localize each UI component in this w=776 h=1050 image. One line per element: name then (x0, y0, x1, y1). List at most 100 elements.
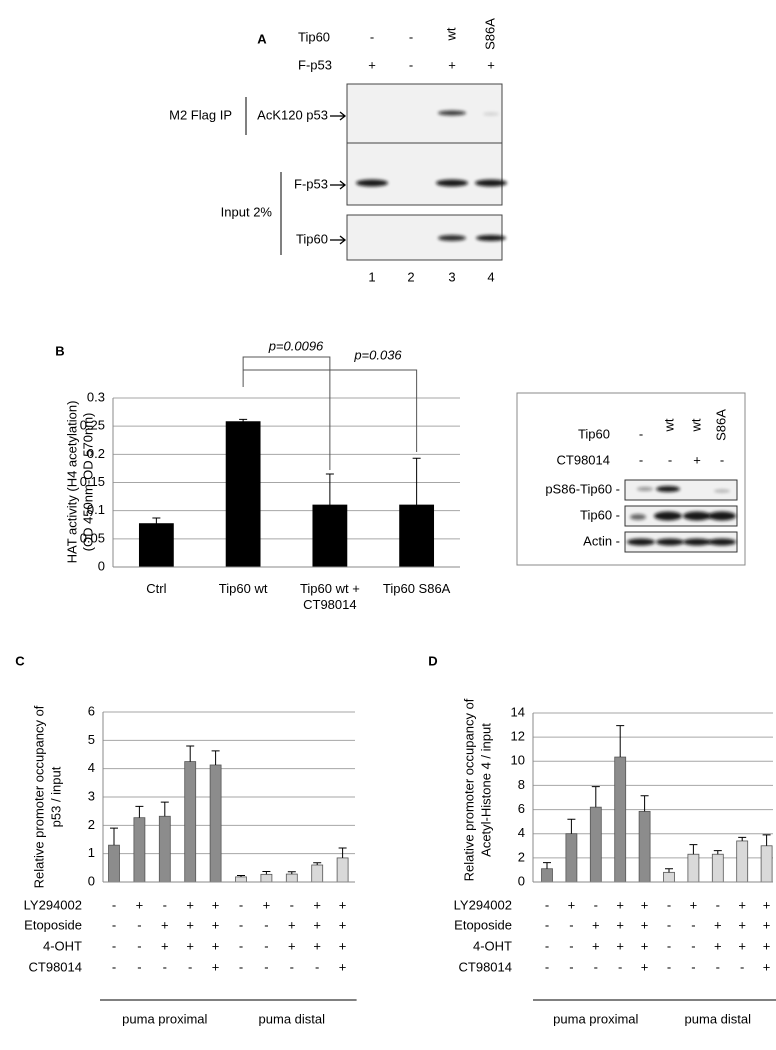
bar (285, 873, 298, 883)
y-tick-label: 10 (511, 753, 525, 768)
condition-mark: - (720, 452, 724, 467)
group-label: puma distal (685, 1011, 752, 1026)
blot-band (356, 179, 388, 187)
annotation: p=0.036 (353, 347, 402, 362)
condition-mark: - (137, 917, 141, 932)
condition-mark: - (716, 959, 720, 974)
bar (760, 845, 773, 883)
condition-mark: + (313, 897, 321, 912)
condition-mark: + (738, 897, 746, 912)
condition-label: Tip60 (578, 426, 610, 441)
error-bar (543, 862, 551, 869)
blot-band (683, 511, 711, 521)
condition-mark: + (448, 57, 456, 72)
y-tick-label: 0.05 (80, 530, 105, 545)
group-label: puma proximal (122, 1011, 207, 1026)
condition-mark: + (714, 917, 722, 932)
condition-mark: - (639, 426, 643, 441)
condition-mark: + (313, 938, 321, 953)
lane-number: 2 (407, 269, 414, 284)
error-bar (567, 818, 576, 834)
condition-mark: + (186, 938, 194, 953)
blot-band (438, 235, 466, 241)
condition-mark: - (163, 897, 167, 912)
condition-mark: - (639, 452, 643, 467)
x-tick-label: Tip60 S86A (382, 581, 451, 596)
condition-mark: + (568, 897, 576, 912)
group-label: puma proximal (553, 1011, 638, 1026)
blot-label: F-p53 (294, 176, 328, 191)
bar (209, 764, 222, 883)
blot-band (476, 235, 506, 241)
blot-strip (624, 479, 738, 501)
y-tick-label: 0 (88, 873, 95, 888)
x-tick-label: Ctrl (146, 581, 167, 596)
condition-mark: - (668, 452, 672, 467)
bar (235, 876, 247, 883)
y-tick-label: 4 (88, 760, 95, 775)
condition-mark: - (370, 29, 374, 44)
condition-mark: + (763, 897, 771, 912)
y-tick-label: 2 (518, 849, 525, 864)
condition-label: CT98014 (459, 959, 512, 974)
bar (158, 815, 171, 883)
y-tick-label: 0.25 (80, 418, 105, 433)
bar (711, 853, 724, 883)
error-bar (262, 871, 271, 875)
condition-mark: + (313, 917, 321, 932)
panel-label: A (257, 31, 267, 46)
condition-mark: + (592, 938, 600, 953)
y-axis-label: Acetyl-Histone 4 / input (478, 723, 493, 857)
condition-mark: - (667, 959, 671, 974)
condition-mark: - (716, 897, 720, 912)
condition-mark: + (714, 938, 722, 953)
condition-mark: - (569, 917, 573, 932)
condition-mark: + (487, 57, 495, 72)
condition-mark: + (161, 917, 169, 932)
condition-mark: - (667, 917, 671, 932)
condition-mark: - (112, 897, 116, 912)
lane-number: 1 (368, 269, 375, 284)
condition-mark: - (239, 959, 243, 974)
bar (614, 756, 627, 883)
condition-mark: - (569, 938, 573, 953)
bar (399, 504, 435, 568)
blot-label: AcK120 p53 (257, 107, 328, 122)
blot-band (436, 179, 468, 187)
bar (589, 806, 602, 883)
y-tick-label: 0.3 (87, 389, 105, 404)
y-tick-label: 0 (518, 873, 525, 888)
bar (138, 523, 174, 568)
y-axis-label: Relative promoter occupancy of (31, 705, 46, 888)
condition-mark: - (137, 959, 141, 974)
condition-mark: - (137, 938, 141, 953)
condition-mark: - (264, 938, 268, 953)
blot-band (475, 179, 507, 187)
condition-mark: - (740, 959, 744, 974)
condition-mark: - (112, 917, 116, 932)
condition-mark: - (691, 938, 695, 953)
blot-band (637, 487, 653, 491)
condition-mark: wt (688, 418, 703, 432)
arrow-head (339, 235, 347, 245)
bar (311, 864, 324, 883)
group-label: puma distal (259, 1011, 326, 1026)
condition-mark: - (545, 959, 549, 974)
blot-band (714, 489, 730, 493)
bar (565, 833, 578, 883)
condition-label: Etoposide (454, 917, 512, 932)
error-bar (762, 834, 771, 846)
condition-mark: + (592, 917, 600, 932)
error-bar (665, 868, 673, 873)
condition-label: F-p53 (298, 57, 332, 72)
error-bar (689, 844, 698, 855)
blot-band (654, 511, 682, 521)
condition-mark: + (212, 917, 220, 932)
error-bar (237, 874, 245, 877)
panel-label: D (428, 653, 437, 668)
bar (687, 853, 700, 883)
condition-label: CT98014 (29, 959, 82, 974)
condition-mark: S86A (482, 18, 497, 50)
